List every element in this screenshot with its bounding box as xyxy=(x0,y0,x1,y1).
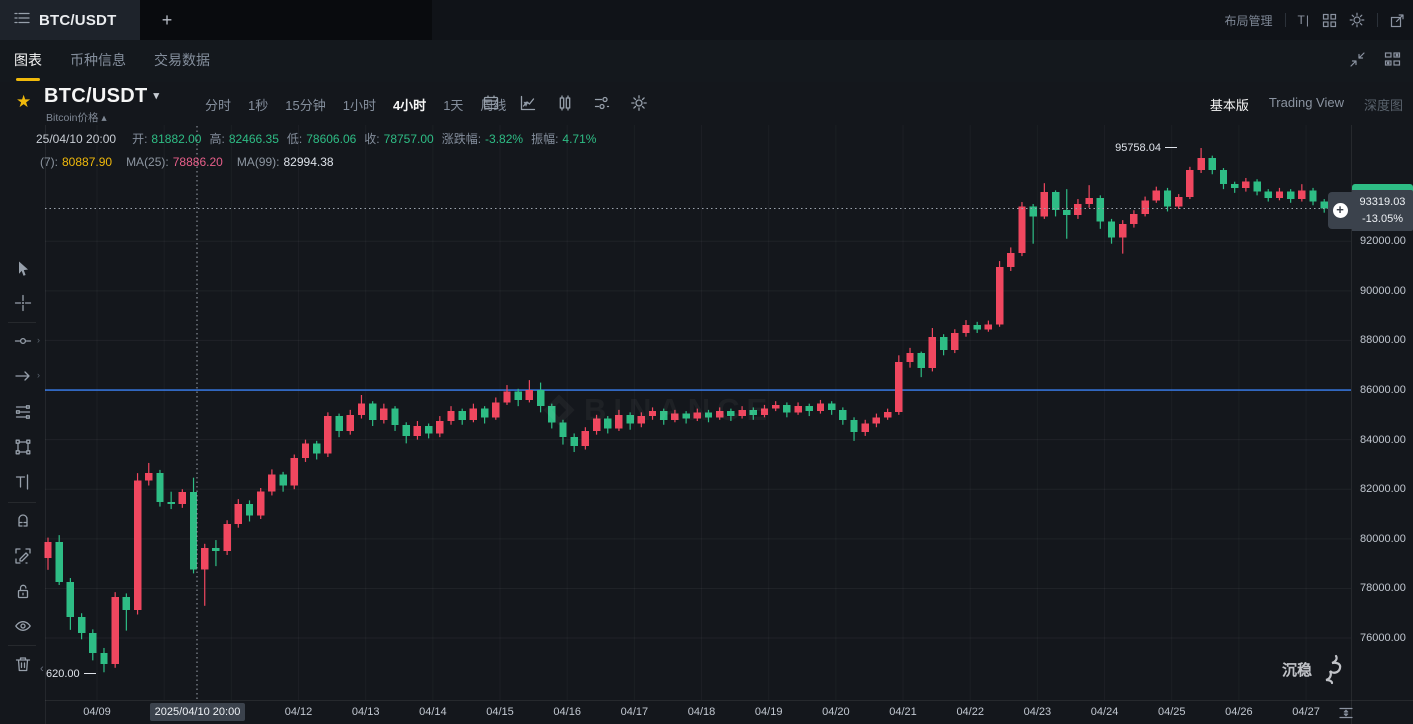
magnet-tool-icon[interactable] xyxy=(13,511,33,531)
time-axis-label: 04/14 xyxy=(419,706,447,718)
view-tab-depth[interactable]: 深度图 xyxy=(1363,98,1403,113)
time-axis-label: 04/21 xyxy=(889,706,917,718)
font-size-icon[interactable]: T| xyxy=(1297,13,1310,27)
arrow-flyout-icon[interactable]: › xyxy=(37,370,40,380)
tf-1d[interactable]: 1天 xyxy=(443,98,464,113)
symbol-title[interactable]: BTC/USDT ▾ xyxy=(44,85,160,107)
crosshair-time-label: 2025/04/10 20:00 xyxy=(150,703,245,721)
chart-tool-icons xyxy=(480,92,650,114)
window-topbar: BTC/USDT + 布局管理 T| xyxy=(0,0,1413,40)
interval-calendar-icon[interactable] xyxy=(480,92,502,114)
delete-tool-icon[interactable] xyxy=(13,654,33,674)
tab-chart[interactable]: 图表 xyxy=(14,50,42,81)
time-axis-label: 04/26 xyxy=(1225,706,1253,718)
time-axis-label: 04/23 xyxy=(1023,706,1052,718)
time-axis-label: 04/16 xyxy=(553,706,581,718)
price-axis-label: 90000.00 xyxy=(1360,284,1406,297)
tf-1s[interactable]: 1秒 xyxy=(248,98,269,113)
toolbar-collapse-icon[interactable]: ‹ xyxy=(40,663,44,675)
tf-minute[interactable]: 分时 xyxy=(205,98,232,113)
chevron-down-icon: ▾ xyxy=(153,90,160,102)
ohlc-legend: 25/04/10 20:00 开: 81882.00 高: 82466.35 低: 7860… xyxy=(36,132,597,146)
timeframe-bar: 分时 1秒 15分钟 1小时 4小时 1天 周线 ▾ xyxy=(205,95,528,114)
arrow-tool-icon[interactable] xyxy=(13,366,33,386)
price-axis-label: 76000.00 xyxy=(1360,632,1406,645)
time-axis-label: 04/25 xyxy=(1157,706,1186,718)
tab-btcusdt[interactable]: BTC/USDT xyxy=(0,0,140,40)
price-axis-label: 80000.00 xyxy=(1360,532,1406,545)
time-axis-label: 04/15 xyxy=(486,706,514,718)
fib-tool-icon[interactable] xyxy=(13,402,33,422)
view-tab-tradingview[interactable]: Trading View xyxy=(1268,95,1344,110)
panels-icon[interactable] xyxy=(1384,51,1401,73)
time-axis-label: 04/22 xyxy=(956,706,984,718)
crosshair-tool-icon[interactable] xyxy=(13,293,33,313)
price-axis-label: 84000.00 xyxy=(1360,433,1406,446)
add-alert-button[interactable]: + xyxy=(1328,192,1352,229)
shapes-tool-icon[interactable] xyxy=(13,437,33,457)
legend-datetime: 25/04/10 20:00 xyxy=(36,132,117,146)
text-tool-icon[interactable] xyxy=(13,472,33,492)
time-axis-label: 04/13 xyxy=(351,706,380,718)
time-axis-label: 04/18 xyxy=(687,706,716,718)
price-axis-label: 86000.00 xyxy=(1360,384,1406,397)
collapse-icon[interactable] xyxy=(1349,51,1366,73)
price-axis-label: 88000.00 xyxy=(1360,334,1406,347)
time-axis-label: 04/24 xyxy=(1090,706,1119,718)
time-axis-label: 04/19 xyxy=(754,706,783,718)
timeframe-dropdown-icon[interactable]: ▾ xyxy=(523,99,529,110)
high-price-marker: 95758.04 xyxy=(1115,142,1177,154)
time-axis-label: 04/09 xyxy=(83,706,111,718)
tab-trading-data[interactable]: 交易数据 xyxy=(154,52,210,68)
external-window-icon[interactable] xyxy=(1390,13,1405,28)
tf-4h[interactable]: 4小时 xyxy=(392,98,427,113)
time-axis-label: 04/20 xyxy=(822,706,850,718)
symbol-row: ★ BTC/USDT ▾ Bitcoin价格 ▴ 分时 1秒 15分钟 1小时 4… xyxy=(0,82,1413,125)
edit-tool-icon[interactable] xyxy=(13,546,33,566)
price-axis-label: 92000.00 xyxy=(1360,235,1406,248)
settings-gear-icon[interactable] xyxy=(1349,12,1365,28)
chart-type-icon[interactable] xyxy=(554,92,576,114)
time-axis-label: 04/27 xyxy=(1292,706,1320,718)
crosshair-price-label: 93319.03 -13.05% xyxy=(1352,190,1413,231)
tf-1w[interactable]: 周线 xyxy=(480,98,507,113)
tab-coin-info[interactable]: 币种信息 xyxy=(70,52,126,68)
low-price-marker: 620.00 xyxy=(46,668,96,680)
view-tab-basic[interactable]: 基本版 xyxy=(1209,98,1249,113)
price-axis-label: 78000.00 xyxy=(1360,582,1406,595)
indicators-icon[interactable] xyxy=(517,92,539,114)
layout-grid-icon[interactable] xyxy=(1322,13,1337,28)
trendline-flyout-icon[interactable]: › xyxy=(37,335,40,345)
time-axis[interactable]: 04/09 04/12 04/13 04/14 04/15 04/16 04/17 04/18… xyxy=(0,701,1413,724)
time-axis-settings-icon[interactable] xyxy=(1338,706,1354,724)
ma-legend: (7): 80887.90 MA(25): 78886.20 MA(99): 82994.… xyxy=(40,155,334,169)
visibility-tool-icon[interactable] xyxy=(13,616,33,636)
tf-15m[interactable]: 15分钟 xyxy=(285,98,326,113)
display-settings-icon[interactable] xyxy=(591,92,613,114)
symbol-subtitle[interactable]: Bitcoin价格 ▴ xyxy=(46,112,107,124)
drawing-toolbar: › › xyxy=(0,125,45,700)
price-axis[interactable]: 92000.00 90000.00 88000.00 86000.00 84000.00… xyxy=(1352,125,1413,700)
add-alert-icon: + xyxy=(1332,203,1348,218)
chart-nav-row: 图表 币种信息 交易数据 xyxy=(0,40,1413,82)
window-tab-title: BTC/USDT xyxy=(39,11,117,29)
cursor-tool-icon[interactable] xyxy=(13,258,33,278)
new-tab-button[interactable]: + xyxy=(161,9,173,30)
symbol-list-icon[interactable] xyxy=(14,11,30,30)
time-axis-label: 04/12 xyxy=(284,706,313,718)
tf-1h[interactable]: 1小时 xyxy=(342,98,376,113)
favorite-star-icon[interactable]: ★ xyxy=(16,92,32,111)
chart-settings-icon[interactable] xyxy=(628,92,650,114)
trendline-tool-icon[interactable] xyxy=(13,331,33,351)
price-axis-label: 82000.00 xyxy=(1360,483,1406,496)
time-axis-label: 04/17 xyxy=(620,706,649,718)
layout-manage-button[interactable]: 布局管理 xyxy=(1224,13,1273,28)
lock-tool-icon[interactable] xyxy=(13,581,33,601)
